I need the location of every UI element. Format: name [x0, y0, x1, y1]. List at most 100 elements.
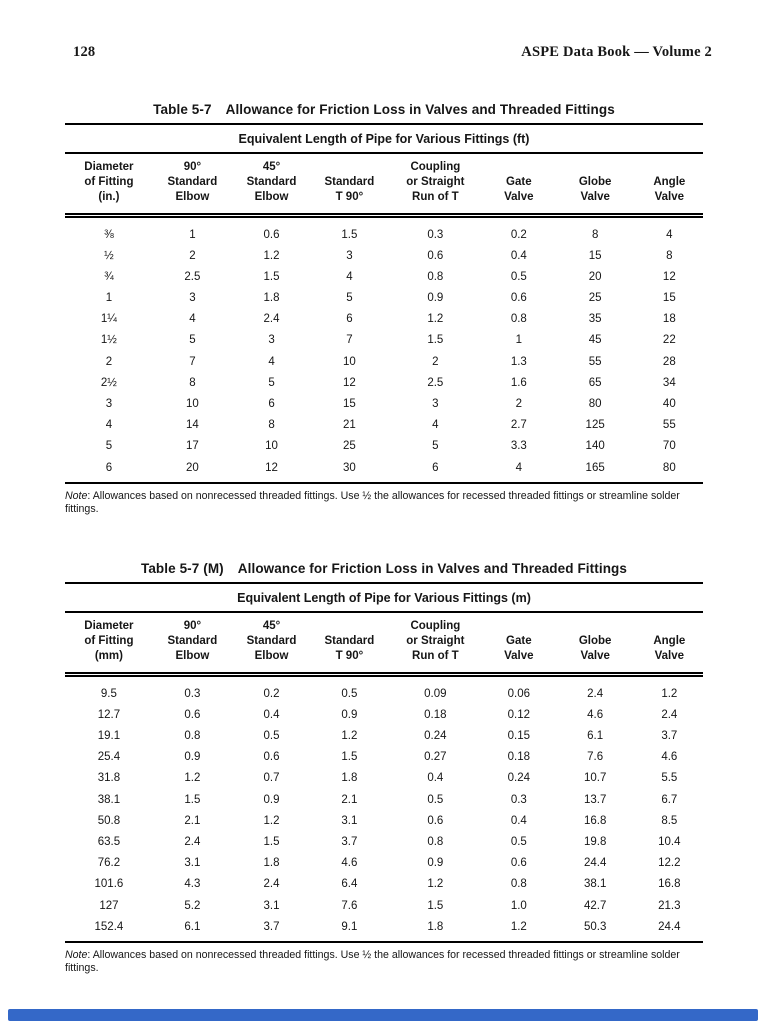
table-ft-title-text: Allowance for Friction Loss in Valves an… [225, 102, 615, 117]
table-ft-note: Note: Allowances based on nonrecessed th… [65, 490, 708, 518]
table-row: 1 3 1.8 5 0.9 0.6 25 15 [65, 287, 703, 308]
table-cell: 0.9 [427, 857, 444, 870]
table-cell: 0.18 [507, 751, 531, 764]
table-cell: 12 [342, 376, 356, 389]
table-ft-subtitle: Equivalent Length of Pipe for Various Fi… [65, 125, 703, 154]
table-cell: ¾ [104, 270, 114, 283]
table-cell: 15 [662, 292, 676, 305]
table-row: 152.4 6.1 3.7 9.1 1.8 1.2 50.3 24.4 [65, 916, 703, 942]
table-cell: 19.1 [97, 730, 121, 742]
table-row: ⅜ 1 0.6 1.5 0.3 0.2 8 4 [65, 215, 703, 245]
column-header: Standard T 90° [311, 613, 388, 677]
table-cell: 1.2 [510, 920, 527, 933]
table-cell: 1.5 [427, 899, 444, 912]
table-cell: 2.4 [587, 687, 604, 700]
book-title: ASPE Data Book — Volume 2 [521, 44, 712, 60]
column-header: Coupling or Straight Run of T [387, 154, 483, 218]
table-cell: 4.6 [341, 857, 358, 870]
table-cell: 8 [591, 228, 599, 241]
table-cell: 6 [346, 313, 353, 326]
table-cell: 18 [662, 313, 676, 326]
table-header-row: Diameter of Fitting (mm) 90° Standard Elb… [65, 613, 703, 677]
table-cell: 0.24 [424, 730, 447, 742]
table-row: 50.8 2.1 1.2 3.1 0.6 0.4 16.8 8.5 [65, 810, 703, 831]
table-cell: 3.7 [341, 835, 358, 848]
table-cell: 2 [189, 249, 196, 262]
table-cell: 21 [342, 419, 356, 432]
table-cell: 2 [432, 355, 439, 368]
table-cell: 0.9 [263, 793, 280, 806]
table-cell: 3 [189, 292, 196, 305]
table-row: 5 17 10 25 5 3.3 140 70 [65, 436, 703, 457]
table-cell: 1¼ [100, 313, 117, 326]
table-cell: 8 [666, 249, 673, 262]
table-cell: 3.1 [341, 814, 358, 827]
table-cell: ⅜ [104, 228, 114, 241]
table-cell: 80 [588, 398, 602, 411]
table-cell: 35 [588, 313, 602, 326]
table-cell: 0.4 [510, 249, 527, 262]
table-cell: 1½ [100, 334, 117, 347]
table-cell: 0.7 [263, 772, 280, 785]
table-cell: 6.1 [184, 920, 201, 933]
table-ft: Equivalent Length of Pipe for Various Fi… [65, 123, 703, 484]
note-text: : Allowances based on nonrecessed thread… [65, 489, 680, 516]
table-m-note: Note: Allowances based on nonrecessed th… [65, 949, 708, 977]
column-header: 45° Standard Elbow [231, 154, 312, 218]
table-cell: 0.4 [263, 708, 280, 721]
table-cell: 24.4 [658, 920, 681, 933]
table-cell: 50.3 [583, 920, 607, 933]
table-cell: 1.2 [341, 730, 358, 742]
table-cell: 1.2 [427, 313, 444, 326]
table-cell: 34 [662, 376, 676, 389]
column-header: Angle Valve [635, 613, 703, 677]
table-cell: 12 [662, 270, 676, 283]
table-cell: 0.3 [427, 228, 444, 241]
table-cell: 2.5 [184, 270, 201, 283]
table-cell: 7.6 [587, 751, 604, 764]
column-header: Standard T 90° [311, 154, 388, 218]
table-cell: 1.0 [510, 899, 527, 912]
table-cell: 1.2 [661, 687, 678, 700]
table-cell: 0.15 [507, 730, 531, 742]
column-header: Gate Valve [483, 154, 555, 218]
table-m: Equivalent Length of Pipe for Various Fi… [65, 582, 703, 943]
table-cell: 4 [432, 419, 439, 432]
table-cell: 4 [515, 461, 523, 474]
table-cell: 7.6 [341, 899, 358, 912]
table-cell: 1.8 [263, 857, 280, 870]
column-header: Angle Valve [635, 154, 703, 218]
viewer-horizontal-scrollbar[interactable] [8, 1009, 758, 1021]
column-header: 45° Standard Elbow [231, 613, 312, 677]
table-cell: 152.4 [94, 920, 124, 933]
table-cell: 0.06 [507, 687, 531, 700]
table-row: 63.5 2.4 1.5 3.7 0.8 0.5 19.8 10.4 [65, 831, 703, 852]
table-row: 127 5.2 3.1 7.6 1.5 1.0 42.7 21.3 [65, 895, 703, 916]
table-cell: 14 [185, 419, 199, 432]
table-cell: 8 [189, 376, 196, 389]
note-label: Note [65, 948, 88, 961]
table-cell: 5 [268, 376, 275, 389]
note-label: Note [65, 489, 88, 502]
table-cell: 0.2 [510, 228, 527, 241]
table-cell: 0.24 [507, 772, 531, 785]
table-row: 101.6 4.3 2.4 6.4 1.2 0.8 38.1 16.8 [65, 874, 703, 895]
table-cell: 1.5 [263, 835, 280, 848]
table-cell: 0.6 [263, 228, 280, 241]
table-cell: 10.4 [658, 835, 681, 848]
table-cell: 127 [99, 899, 119, 912]
table-cell: 21.3 [658, 899, 681, 912]
table-cell: 45 [588, 334, 602, 347]
table-cell: 25 [588, 292, 602, 305]
table-row: 6 20 12 30 6 4 165 80 [65, 457, 703, 483]
table-cell: 0.2 [263, 687, 280, 700]
table-cell: 1.2 [263, 814, 280, 827]
table-cell: 31.8 [97, 772, 121, 785]
table-ft-label: Table 5-7 [153, 102, 212, 117]
table-cell: 28 [662, 355, 676, 368]
table-row: ¾ 2.5 1.5 4 0.8 0.5 20 12 [65, 266, 703, 287]
table-m-grid: Diameter of Fitting (mm) 90° Standard Elb… [65, 613, 703, 943]
table-cell: 4 [189, 313, 196, 326]
table-cell: 0.5 [427, 793, 444, 806]
table-cell: 3.3 [510, 440, 527, 453]
